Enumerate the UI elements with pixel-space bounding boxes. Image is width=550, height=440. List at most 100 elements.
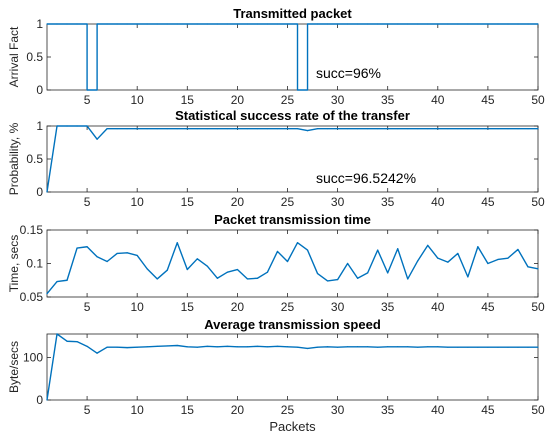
data-point [196, 258, 198, 260]
data-point [186, 268, 188, 271]
data-point [437, 346, 439, 348]
data-point [286, 346, 289, 348]
data-point [76, 341, 78, 343]
data-point [216, 277, 218, 279]
data-point [76, 247, 78, 249]
data-point [56, 333, 58, 335]
data-point [336, 278, 339, 281]
data-point [266, 128, 269, 130]
data-point [437, 257, 439, 259]
data-point [246, 128, 249, 130]
chart-title: Packet transmission time [214, 212, 371, 227]
data-point [196, 23, 198, 25]
x-tick-label: 45 [481, 403, 495, 417]
chart-title: Transmitted packet [233, 6, 352, 21]
data-point [477, 128, 479, 130]
data-point [86, 345, 88, 347]
data-point [367, 346, 369, 348]
data-point [407, 346, 409, 348]
data-point [266, 346, 269, 348]
data-point [136, 23, 138, 25]
data-point [377, 346, 379, 348]
data-point [457, 128, 459, 130]
data-point [316, 128, 319, 130]
data-point [397, 248, 399, 250]
data-point [226, 271, 228, 273]
x-tick-label: 40 [431, 93, 445, 107]
data-point [326, 128, 329, 130]
data-point [196, 346, 198, 348]
x-tick-label: 25 [281, 403, 295, 417]
y-tick-label: 1 [36, 17, 43, 31]
data-point [517, 248, 519, 251]
y-tick-label: 0 [36, 185, 43, 199]
data-point [126, 347, 128, 349]
y-tick-label: 0 [36, 83, 43, 97]
data-point [66, 23, 68, 25]
data-point [347, 23, 349, 25]
data-point [306, 23, 309, 25]
data-point [206, 23, 208, 25]
y-axis-label: Byte/secs [7, 341, 21, 393]
data-point [206, 345, 208, 347]
y-tick-label: 0.5 [26, 152, 43, 166]
x-tick-label: 20 [231, 93, 245, 107]
data-point [316, 346, 319, 348]
data-point [156, 278, 158, 280]
x-tick-label: 20 [231, 300, 245, 314]
data-point [126, 252, 128, 254]
y-tick-label: 0 [36, 393, 43, 407]
data-point [527, 266, 529, 268]
data-point [176, 242, 178, 244]
data-point [156, 23, 158, 25]
data-point [326, 346, 329, 348]
data-point [286, 260, 289, 263]
data-point [357, 277, 359, 279]
data-point [226, 128, 228, 130]
x-axis-label: Packets [269, 419, 316, 434]
data-point [417, 128, 419, 130]
y-tick-label: 0.05 [20, 290, 44, 304]
data-point [517, 23, 519, 25]
data-point [427, 128, 429, 130]
data-point [106, 260, 108, 263]
x-tick-label: 20 [231, 403, 245, 417]
data-point [497, 346, 499, 348]
data-point [46, 293, 48, 295]
x-tick-label: 10 [131, 195, 145, 209]
chart-title: Average transmission speed [204, 317, 381, 332]
data-point [156, 345, 158, 347]
data-point [286, 128, 289, 130]
data-point [447, 128, 449, 130]
data-point [136, 346, 138, 348]
x-tick-label: 20 [231, 195, 245, 209]
data-point [377, 128, 379, 130]
data-point [336, 23, 339, 25]
data-point [507, 346, 509, 348]
x-tick-label: 30 [331, 93, 345, 107]
data-point [477, 23, 479, 25]
data-point [367, 128, 369, 130]
data-point [106, 346, 108, 348]
data-point [527, 346, 529, 348]
data-point [166, 345, 168, 347]
data-point [86, 89, 88, 91]
data-point [236, 346, 238, 348]
data-point [306, 347, 309, 350]
x-tick-label: 45 [481, 300, 495, 314]
data-point [497, 258, 499, 261]
data-point [417, 23, 419, 25]
data-point [286, 23, 289, 25]
data-point [537, 128, 539, 130]
plot-frame [46, 125, 539, 193]
data-point [527, 23, 529, 25]
data-point [487, 346, 489, 348]
x-tick-label: 10 [131, 403, 145, 417]
data-point [86, 246, 88, 248]
data-point [186, 346, 188, 348]
x-tick-label: 5 [84, 300, 91, 314]
plot-frame [46, 333, 539, 401]
data-point [447, 261, 449, 263]
x-tick-label: 15 [181, 195, 195, 209]
